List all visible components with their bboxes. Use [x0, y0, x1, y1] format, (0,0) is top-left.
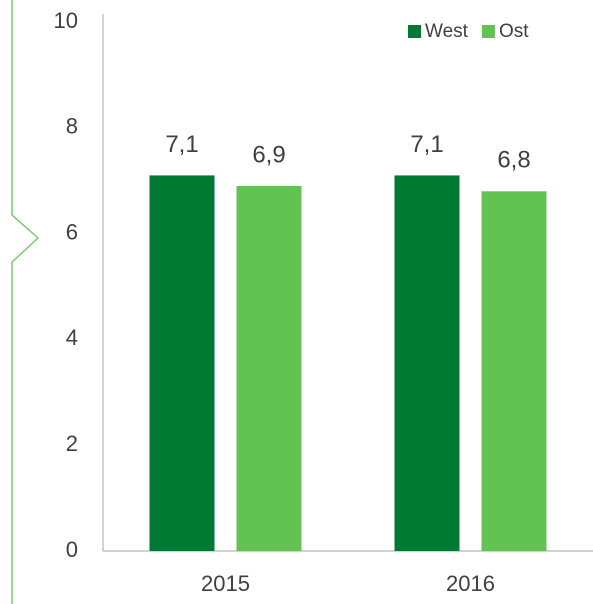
y-tick-label: 10 — [54, 8, 78, 33]
bar — [394, 175, 460, 551]
value-label: 7,1 — [165, 131, 198, 158]
bar — [149, 175, 215, 551]
value-label: 6,8 — [497, 147, 530, 174]
value-label: 7,1 — [410, 131, 443, 158]
bar — [236, 185, 302, 552]
x-tick-label: 2016 — [446, 571, 495, 596]
legend-label: West — [425, 21, 469, 42]
y-tick-label: 6 — [66, 219, 78, 244]
legend-swatch — [481, 25, 495, 38]
callout-frame — [11, 0, 40, 604]
y-tick-label: 2 — [66, 431, 78, 456]
x-tick-label: 2015 — [201, 571, 250, 596]
legend-swatch — [408, 25, 421, 38]
legend-label: Ost — [499, 21, 529, 42]
y-tick-label: 4 — [66, 325, 78, 350]
bar — [481, 191, 547, 551]
y-tick-label: 0 — [66, 537, 78, 562]
value-label: 6,9 — [252, 141, 285, 168]
y-tick-label: 8 — [66, 114, 78, 139]
